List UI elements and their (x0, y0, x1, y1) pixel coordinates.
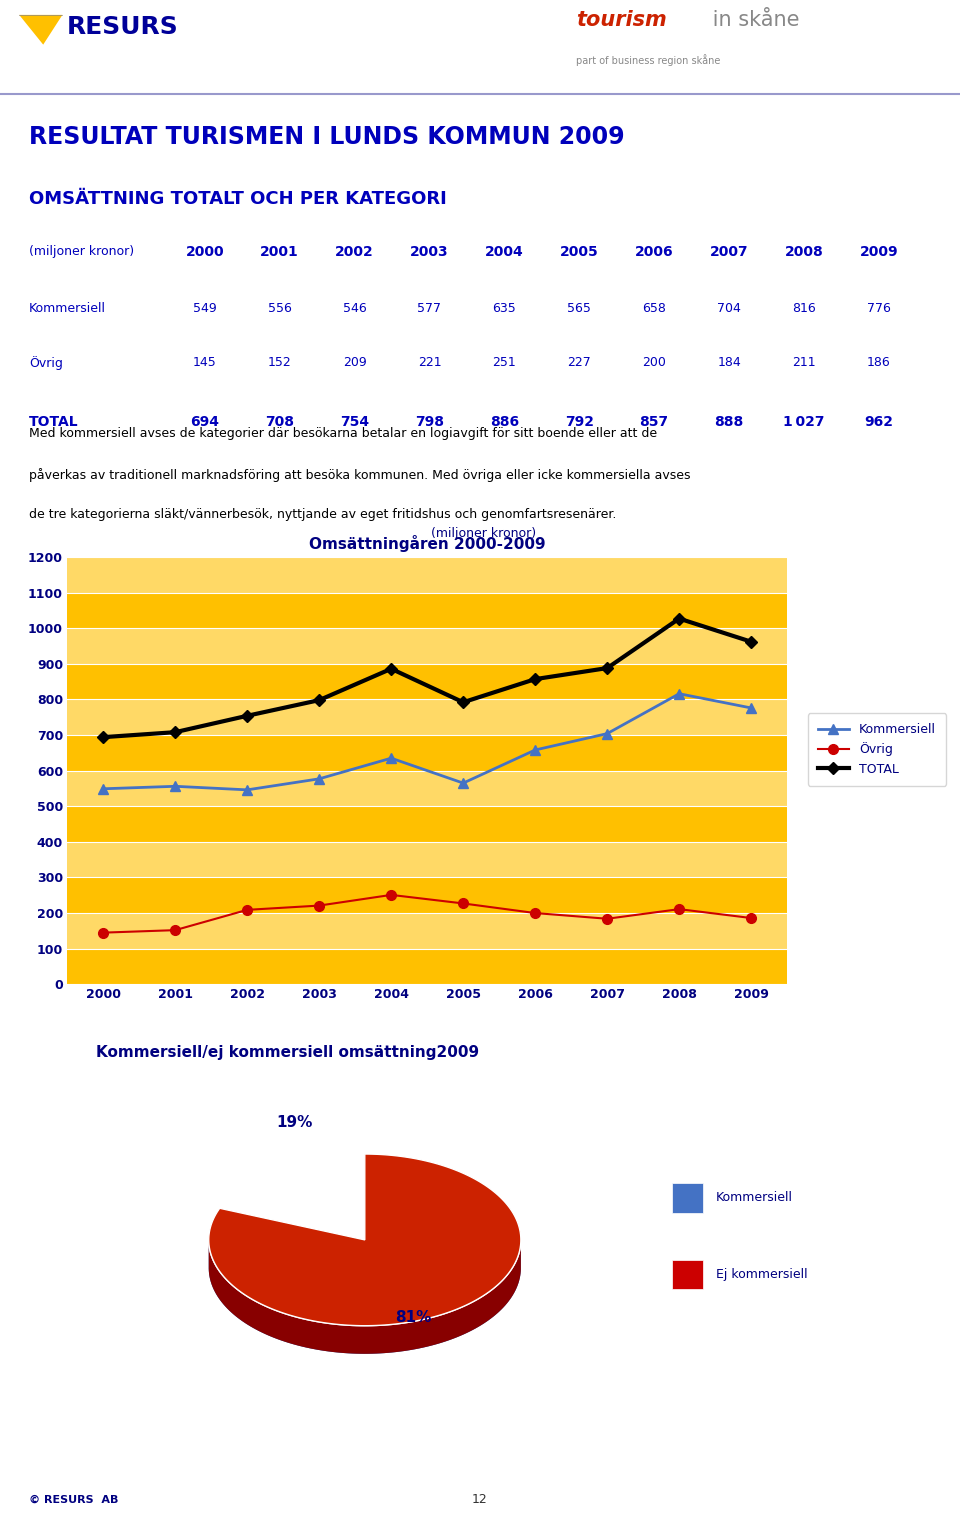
Polygon shape (208, 1154, 521, 1326)
Text: Ej kommersiell: Ej kommersiell (716, 1268, 807, 1282)
Text: 200: 200 (642, 356, 666, 369)
Polygon shape (208, 1241, 521, 1354)
Polygon shape (208, 1241, 521, 1354)
Text: 2008: 2008 (784, 244, 824, 259)
Text: (miljoner kronor): (miljoner kronor) (29, 244, 134, 258)
Text: part of business region skåne: part of business region skåne (576, 55, 720, 67)
Text: 227: 227 (567, 356, 591, 369)
Text: 152: 152 (268, 356, 292, 369)
Bar (67, 592, 787, 629)
Text: 888: 888 (714, 415, 744, 429)
Polygon shape (208, 1154, 521, 1326)
Text: 12: 12 (472, 1492, 488, 1506)
Text: 211: 211 (792, 356, 816, 369)
Bar (67, 557, 787, 592)
Text: 1 027: 1 027 (783, 415, 825, 429)
Text: 2005: 2005 (560, 244, 599, 259)
Text: 816: 816 (792, 302, 816, 316)
Text: 886: 886 (490, 415, 519, 429)
Text: 221: 221 (418, 356, 442, 369)
Text: 565: 565 (567, 302, 591, 316)
Text: 556: 556 (268, 302, 292, 316)
Text: RESURS: RESURS (67, 15, 179, 38)
Text: 776: 776 (867, 302, 891, 316)
Text: 2001: 2001 (260, 244, 300, 259)
Text: Kommersiell/ej kommersiell omsättning2009: Kommersiell/ej kommersiell omsättning200… (96, 1045, 479, 1061)
Text: 145: 145 (193, 356, 217, 369)
Text: 2003: 2003 (410, 244, 448, 259)
Text: in skåne: in skåne (706, 9, 799, 31)
Text: Kommersiell: Kommersiell (716, 1192, 793, 1204)
Bar (67, 877, 787, 913)
Bar (67, 629, 787, 664)
Bar (67, 806, 787, 842)
Text: 704: 704 (717, 302, 741, 316)
Bar (67, 736, 787, 771)
Legend: Kommersiell, Övrig, TOTAL: Kommersiell, Övrig, TOTAL (808, 713, 947, 786)
Polygon shape (19, 15, 62, 44)
Text: 251: 251 (492, 356, 516, 369)
Text: 2002: 2002 (335, 244, 374, 259)
Text: 577: 577 (418, 302, 442, 316)
Bar (672, 1183, 703, 1213)
Text: 708: 708 (265, 415, 294, 429)
Bar (672, 1260, 703, 1289)
Bar (67, 664, 787, 699)
Text: RESULTAT TURISMEN I LUNDS KOMMUN 2009: RESULTAT TURISMEN I LUNDS KOMMUN 2009 (29, 125, 624, 150)
Bar (67, 949, 787, 984)
Text: 184: 184 (717, 356, 741, 369)
Text: 546: 546 (343, 302, 367, 316)
Text: 19%: 19% (276, 1116, 313, 1131)
Text: 857: 857 (639, 415, 669, 429)
Text: 792: 792 (564, 415, 594, 429)
Text: OMSÄTTNING TOTALT OCH PER KATEGORI: OMSÄTTNING TOTALT OCH PER KATEGORI (29, 191, 446, 208)
Text: 962: 962 (864, 415, 894, 429)
Text: © RESURS  AB: © RESURS AB (29, 1494, 118, 1505)
Text: Övrig: Övrig (29, 356, 62, 369)
Text: 549: 549 (193, 302, 217, 316)
Text: tourism: tourism (576, 9, 667, 31)
Bar (67, 699, 787, 736)
Bar (67, 771, 787, 806)
Title: Omsättningåren 2000-2009: Omsättningåren 2000-2009 (309, 534, 545, 552)
Text: 2004: 2004 (485, 244, 524, 259)
Text: 209: 209 (343, 356, 367, 369)
Bar (67, 842, 787, 877)
Text: 2000: 2000 (185, 244, 224, 259)
Text: (miljoner kronor): (miljoner kronor) (427, 526, 537, 540)
Text: Med kommersiell avses de kategorier där besökarna betalar en logiavgift för sitt: Med kommersiell avses de kategorier där … (29, 427, 657, 441)
Text: 2007: 2007 (709, 244, 749, 259)
Bar (67, 913, 787, 949)
Text: 186: 186 (867, 356, 891, 369)
Text: 635: 635 (492, 302, 516, 316)
Text: de tre kategorierna släkt/vännerbesök, nyttjande av eget fritidshus och genomfar: de tre kategorierna släkt/vännerbesök, n… (29, 508, 616, 520)
Text: 81%: 81% (395, 1311, 431, 1326)
Text: 798: 798 (415, 415, 444, 429)
Text: 2006: 2006 (635, 244, 674, 259)
Text: 754: 754 (340, 415, 370, 429)
Text: TOTAL: TOTAL (29, 415, 79, 429)
Text: 2009: 2009 (859, 244, 899, 259)
Text: Kommersiell: Kommersiell (29, 302, 106, 316)
Text: 694: 694 (190, 415, 219, 429)
Text: påverkas av traditionell marknadsföring att besöka kommunen. Med övriga eller ic: påverkas av traditionell marknadsföring … (29, 467, 690, 482)
Text: 658: 658 (642, 302, 666, 316)
